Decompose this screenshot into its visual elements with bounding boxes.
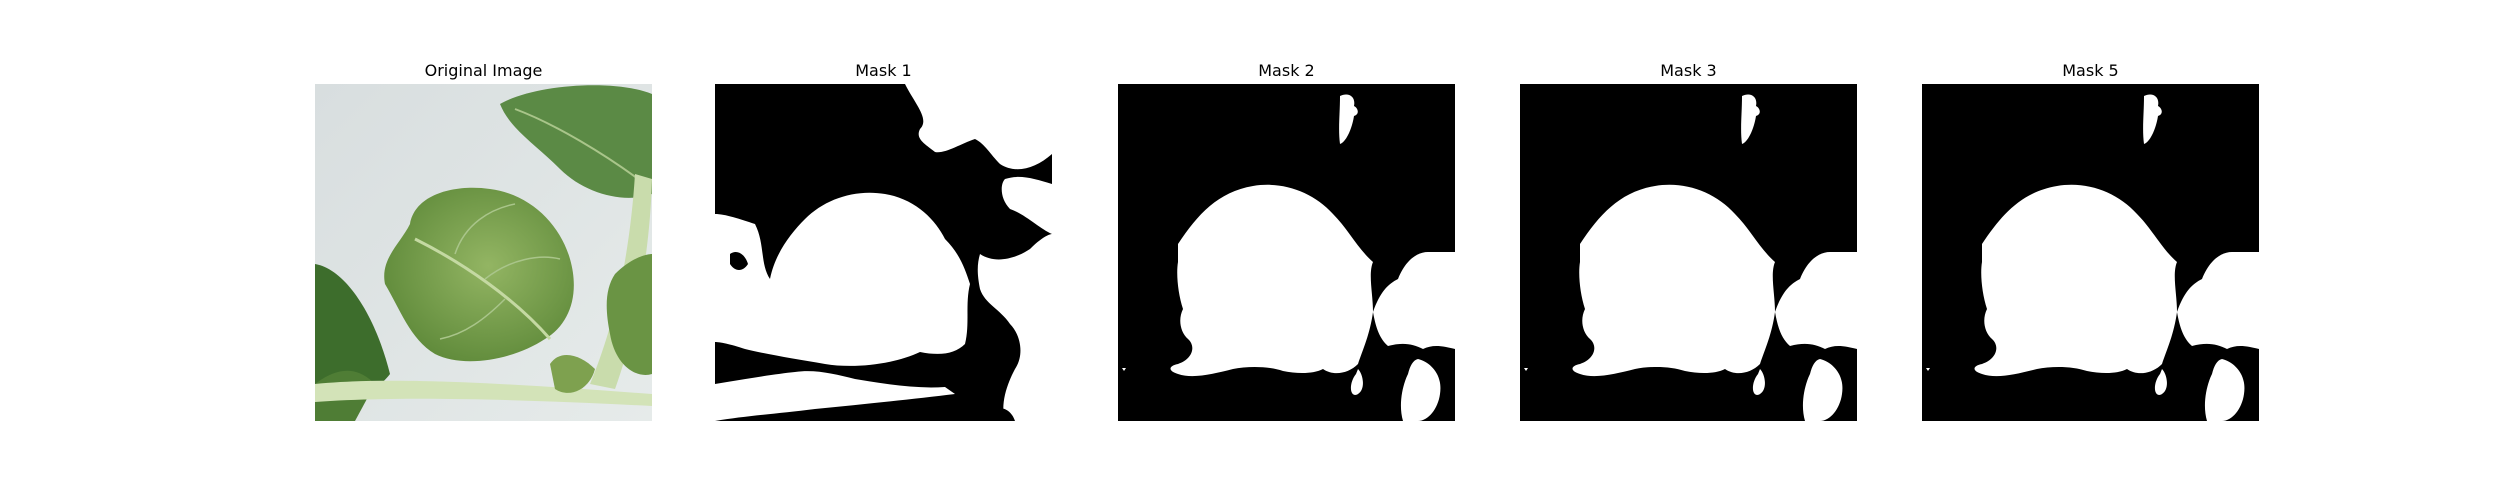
mask-3-image: [1520, 84, 1857, 421]
mask-1-image: [715, 84, 1052, 421]
panel-original: Original Image: [315, 0, 652, 500]
panel-title: Mask 5: [2062, 61, 2119, 80]
mask-5-image: [1922, 84, 2259, 421]
panel-title: Original Image: [424, 61, 543, 80]
panel-mask-2: Mask 2: [1118, 0, 1455, 500]
panel-mask-1: Mask 1: [715, 0, 1052, 500]
panel-title: Mask 2: [1258, 61, 1315, 80]
panel-mask-5: Mask 5: [1922, 0, 2259, 500]
original-photo: [315, 84, 652, 421]
panel-mask-3: Mask 3: [1520, 0, 1857, 500]
mask-2-image: [1118, 84, 1455, 421]
panel-title: Mask 3: [1660, 61, 1717, 80]
panel-title: Mask 1: [855, 61, 912, 80]
